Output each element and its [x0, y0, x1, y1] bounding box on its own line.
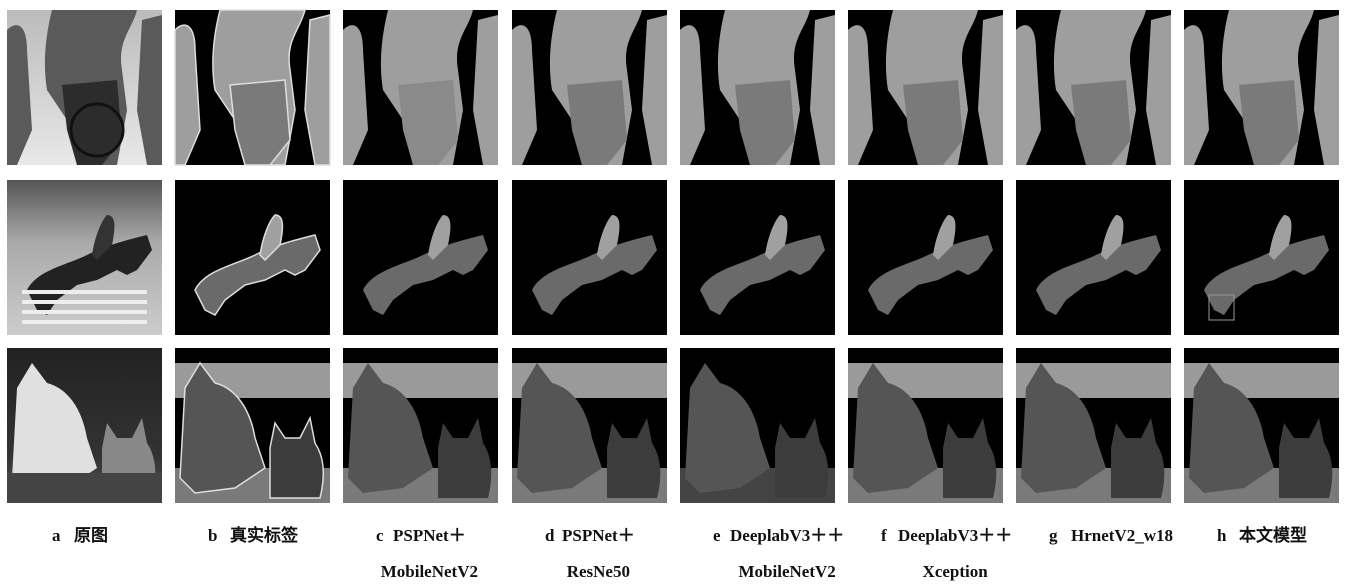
caption-label: MobileNetV2	[381, 562, 478, 581]
image-tile	[1016, 10, 1171, 165]
image-tile	[680, 348, 835, 503]
fence	[22, 320, 147, 324]
caption-label: 原图	[74, 526, 108, 545]
caption-letter: h	[1217, 526, 1227, 545]
caption-label: PSPNet＋	[393, 526, 466, 545]
image-tile	[1184, 10, 1339, 165]
image-tile	[343, 180, 498, 335]
caption-label: DeeplabV3＋＋	[898, 526, 1012, 545]
image-grid	[7, 10, 1339, 503]
caption-label: 真实标签	[230, 525, 299, 545]
fence	[22, 290, 147, 294]
image-tile	[848, 10, 1003, 165]
image-tile	[175, 348, 330, 503]
caption-letter: d	[545, 526, 555, 545]
image-tile	[512, 348, 667, 503]
image-tile	[512, 180, 667, 335]
fence	[22, 300, 147, 304]
caption-label: 本文模型	[1239, 525, 1307, 545]
image-tile	[7, 10, 162, 165]
fence	[22, 310, 147, 314]
image-tile	[7, 348, 162, 503]
caption-label: Xception	[923, 562, 989, 581]
caption-letter: g	[1049, 526, 1058, 545]
image-tile	[512, 10, 667, 165]
caption-letter: e	[713, 526, 721, 545]
caption-label: DeeplabV3＋＋	[730, 526, 844, 545]
caption-letter: f	[881, 526, 887, 545]
image-tile	[1184, 348, 1339, 503]
image-tile	[848, 180, 1003, 335]
image-tile	[1016, 348, 1171, 503]
image-tile	[680, 10, 835, 165]
image-tile	[848, 348, 1003, 503]
caption-label: ResNe50	[567, 562, 630, 581]
image-tile	[1184, 180, 1339, 335]
image-tile	[680, 180, 835, 335]
caption-letter: b	[208, 526, 217, 545]
caption-label: MobileNetV2	[739, 562, 836, 581]
image-tile	[175, 10, 330, 165]
caption-label: PSPNet＋	[562, 526, 635, 545]
captions: a 原图 b 真实标签 c PSPNet＋ MobileNetV2 d PSPNet＋ ResNe…	[52, 525, 1307, 581]
caption-letter: a	[52, 526, 61, 545]
image-tile	[175, 180, 330, 335]
caption-label: HrnetV2_w18	[1071, 526, 1173, 545]
image-tile	[1016, 180, 1171, 335]
caption-letter: c	[376, 526, 384, 545]
sofa	[7, 473, 162, 503]
image-tile	[343, 348, 498, 503]
image-tile	[343, 10, 498, 165]
image-tile	[7, 180, 162, 335]
figure: a 原图 b 真实标签 c PSPNet＋ MobileNetV2 d PSPNet＋ ResNe…	[0, 0, 1346, 584]
